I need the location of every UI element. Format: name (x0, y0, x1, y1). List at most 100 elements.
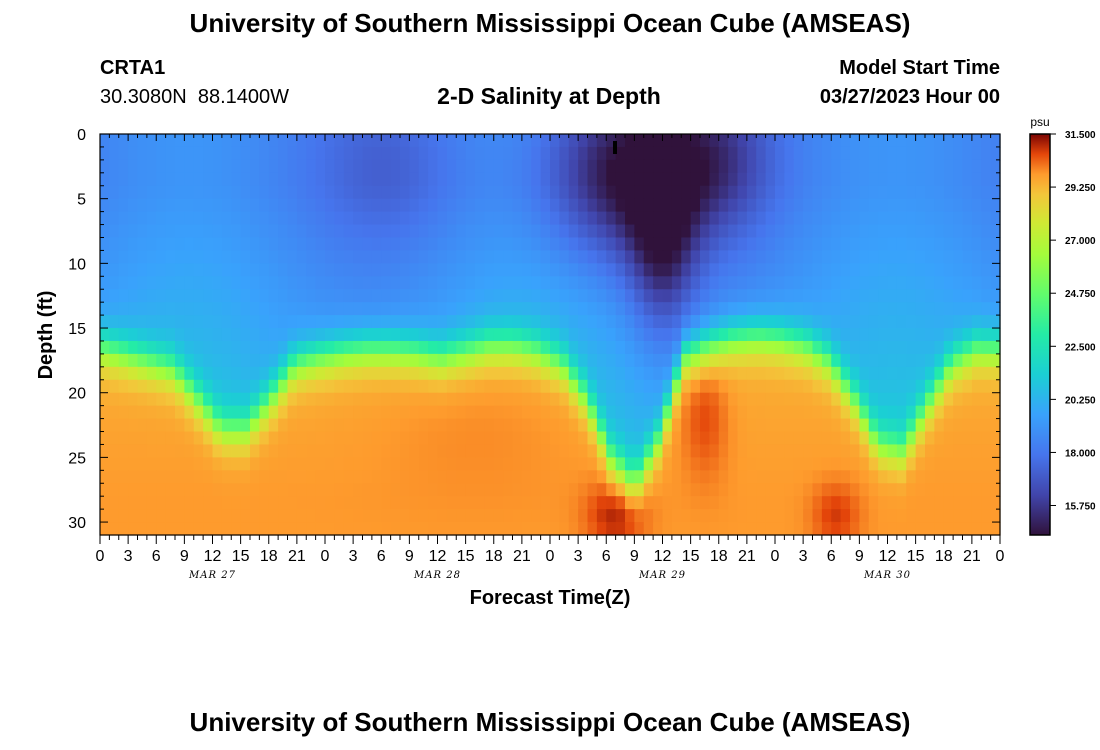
heatmap-cell (625, 470, 635, 484)
heatmap-cell (371, 353, 382, 368)
heatmap-cell (981, 444, 992, 458)
heatmap-cell (859, 444, 870, 458)
day-label: MAR 28 (413, 570, 461, 581)
heatmap-cell (690, 470, 701, 484)
heatmap-cell (850, 328, 860, 342)
heatmap-cell (625, 496, 635, 510)
heatmap-cell (437, 392, 448, 407)
heatmap-cell (728, 496, 739, 510)
heatmap-cell (896, 522, 907, 536)
heatmap-cell (128, 405, 139, 420)
heatmap-cell (990, 444, 1001, 458)
heatmap-cell (343, 496, 354, 510)
heatmap-cell (503, 496, 514, 510)
heatmap-cell (137, 263, 148, 277)
heatmap-cell (418, 483, 429, 497)
heatmap-cell (409, 211, 420, 226)
heatmap-cell (493, 328, 504, 342)
heatmap-cell (400, 172, 410, 187)
heatmap-cell (306, 198, 317, 213)
heatmap-cell (315, 522, 326, 536)
heatmap-cell (221, 263, 232, 277)
heatmap-cell (362, 509, 373, 523)
heatmap-cell (240, 431, 251, 446)
heatmap-cell (728, 134, 739, 148)
heatmap-cell (746, 263, 757, 277)
heatmap-cell (793, 315, 804, 329)
heatmap-cell (681, 496, 692, 510)
heatmap-cell (437, 198, 448, 213)
heatmap-cell (156, 198, 167, 213)
heatmap-cell (850, 483, 860, 497)
heatmap-cell (531, 418, 542, 433)
heatmap-cell (100, 353, 110, 368)
heatmap-cell (981, 134, 992, 148)
heatmap-cell (887, 392, 898, 407)
heatmap-cell (925, 483, 935, 497)
heatmap-cell (531, 340, 542, 355)
heatmap-cell (475, 353, 485, 368)
heatmap-cell (718, 198, 729, 213)
heatmap-cell (596, 276, 607, 290)
heatmap-cell (550, 146, 560, 161)
heatmap-cell (259, 444, 270, 458)
heatmap-cell (146, 328, 157, 342)
heatmap-cell (475, 340, 485, 355)
heatmap-cell (259, 263, 270, 277)
heatmap-cell (315, 431, 326, 446)
heatmap-cell (456, 250, 467, 264)
heatmap-cell (934, 302, 945, 316)
heatmap-cell (100, 146, 110, 161)
heatmap-cell (493, 431, 504, 446)
heatmap-cell (550, 134, 560, 148)
heatmap-cell (334, 302, 345, 316)
heatmap-cell (128, 237, 139, 252)
heatmap-cell (296, 276, 307, 290)
heatmap-cell (812, 224, 823, 239)
heatmap-cell (325, 224, 335, 239)
heatmap-cell (587, 315, 598, 329)
heatmap-cell (381, 185, 392, 200)
heatmap-cell (203, 418, 214, 433)
heatmap-cell (475, 134, 485, 148)
heatmap-cell (868, 431, 879, 446)
heatmap-cell (493, 392, 504, 407)
heatmap-cell (512, 392, 523, 407)
heatmap-cell (165, 172, 176, 187)
heatmap-cell (240, 224, 251, 239)
heatmap-cell (615, 340, 626, 355)
heatmap-cell (315, 315, 326, 329)
heatmap-cell (390, 146, 401, 161)
heatmap-cell (831, 444, 842, 458)
heatmap-cell (118, 146, 129, 161)
heatmap-cell (390, 302, 401, 316)
heatmap-cell (587, 431, 598, 446)
heatmap-cell (756, 522, 767, 536)
heatmap-cell (812, 250, 823, 264)
heatmap-cell (165, 457, 176, 471)
heatmap-cell (231, 509, 242, 523)
heatmap-cell (718, 315, 729, 329)
heatmap-cell (334, 340, 345, 355)
heatmap-cell (165, 470, 176, 484)
heatmap-cell (578, 146, 589, 161)
heatmap-cell (475, 198, 485, 213)
heatmap-cell (156, 496, 167, 510)
heatmap-cell (700, 496, 710, 510)
heatmap-cell (315, 185, 326, 200)
heatmap-cell (503, 509, 514, 523)
heatmap-cell (803, 457, 814, 471)
heatmap-cell (203, 172, 214, 187)
heatmap-cell (653, 302, 664, 316)
heatmap-cell (887, 289, 898, 303)
heatmap-cell (803, 328, 814, 342)
heatmap-cell (315, 250, 326, 264)
heatmap-cell (193, 509, 204, 523)
heatmap-cell (634, 302, 645, 316)
heatmap-cell (512, 172, 523, 187)
heatmap-cell (746, 134, 757, 148)
heatmap-cell (484, 444, 495, 458)
heatmap-cell (943, 470, 954, 484)
heatmap-cell (634, 457, 645, 471)
heatmap-cell (671, 315, 682, 329)
